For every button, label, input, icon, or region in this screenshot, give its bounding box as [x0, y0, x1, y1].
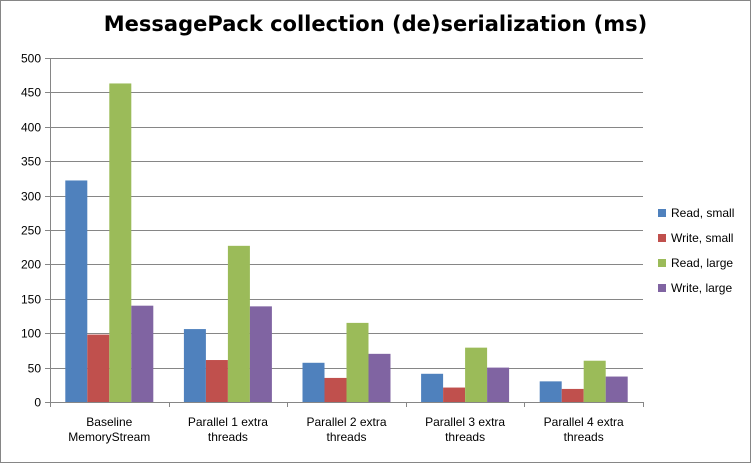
bar: [324, 377, 347, 402]
bar: [302, 362, 325, 402]
bar: [65, 180, 88, 402]
legend-label: Write, small: [671, 231, 733, 245]
bar: [605, 376, 628, 402]
legend-label: Write, large: [671, 281, 732, 295]
y-tick-label: 150: [21, 293, 41, 307]
bar: [183, 329, 206, 402]
x-tick-label: threads: [564, 430, 604, 444]
bar: [465, 347, 488, 402]
chart-title: MessagePack collection (de)serialization…: [103, 12, 648, 36]
bar: [205, 360, 228, 402]
bar: [561, 388, 584, 402]
y-tick-label: 0: [34, 396, 41, 410]
x-tick-label: Parallel 2 extra: [306, 415, 386, 429]
x-tick-label: Parallel 3 extra: [425, 415, 505, 429]
legend-swatch: [658, 234, 666, 242]
bar: [131, 305, 154, 402]
bar: [443, 387, 466, 402]
bar: [109, 83, 132, 403]
y-tick-label: 50: [28, 362, 42, 376]
x-tick-label: Parallel 1 extra: [188, 415, 268, 429]
x-tick-label: Baseline: [86, 415, 132, 429]
bar: [539, 381, 562, 402]
legend-label: Read, large: [671, 256, 733, 270]
y-tick-label: 350: [21, 155, 41, 169]
bar: [346, 322, 369, 402]
bar: [249, 306, 272, 402]
legend-swatch: [658, 259, 666, 267]
y-tick-label: 100: [21, 327, 41, 341]
legend-swatch: [658, 284, 666, 292]
y-tick-label: 300: [21, 190, 41, 204]
bar: [487, 367, 510, 402]
bar: [368, 353, 391, 402]
x-tick-label: threads: [208, 430, 248, 444]
x-tick-label: Parallel 4 extra: [544, 415, 624, 429]
y-tick-label: 400: [21, 121, 41, 135]
x-tick-label: MemoryStream: [68, 430, 150, 444]
x-tick-label: threads: [326, 430, 366, 444]
legend-label: Read, small: [671, 206, 734, 220]
y-tick-label: 200: [21, 258, 41, 272]
y-tick-label: 250: [21, 224, 41, 238]
y-tick-label: 450: [21, 86, 41, 100]
bar: [583, 360, 606, 402]
bar: [227, 245, 250, 402]
bar: [421, 373, 444, 402]
legend-swatch: [658, 209, 666, 217]
x-tick-label: threads: [445, 430, 485, 444]
bar: [87, 334, 110, 402]
y-tick-label: 500: [21, 52, 41, 66]
